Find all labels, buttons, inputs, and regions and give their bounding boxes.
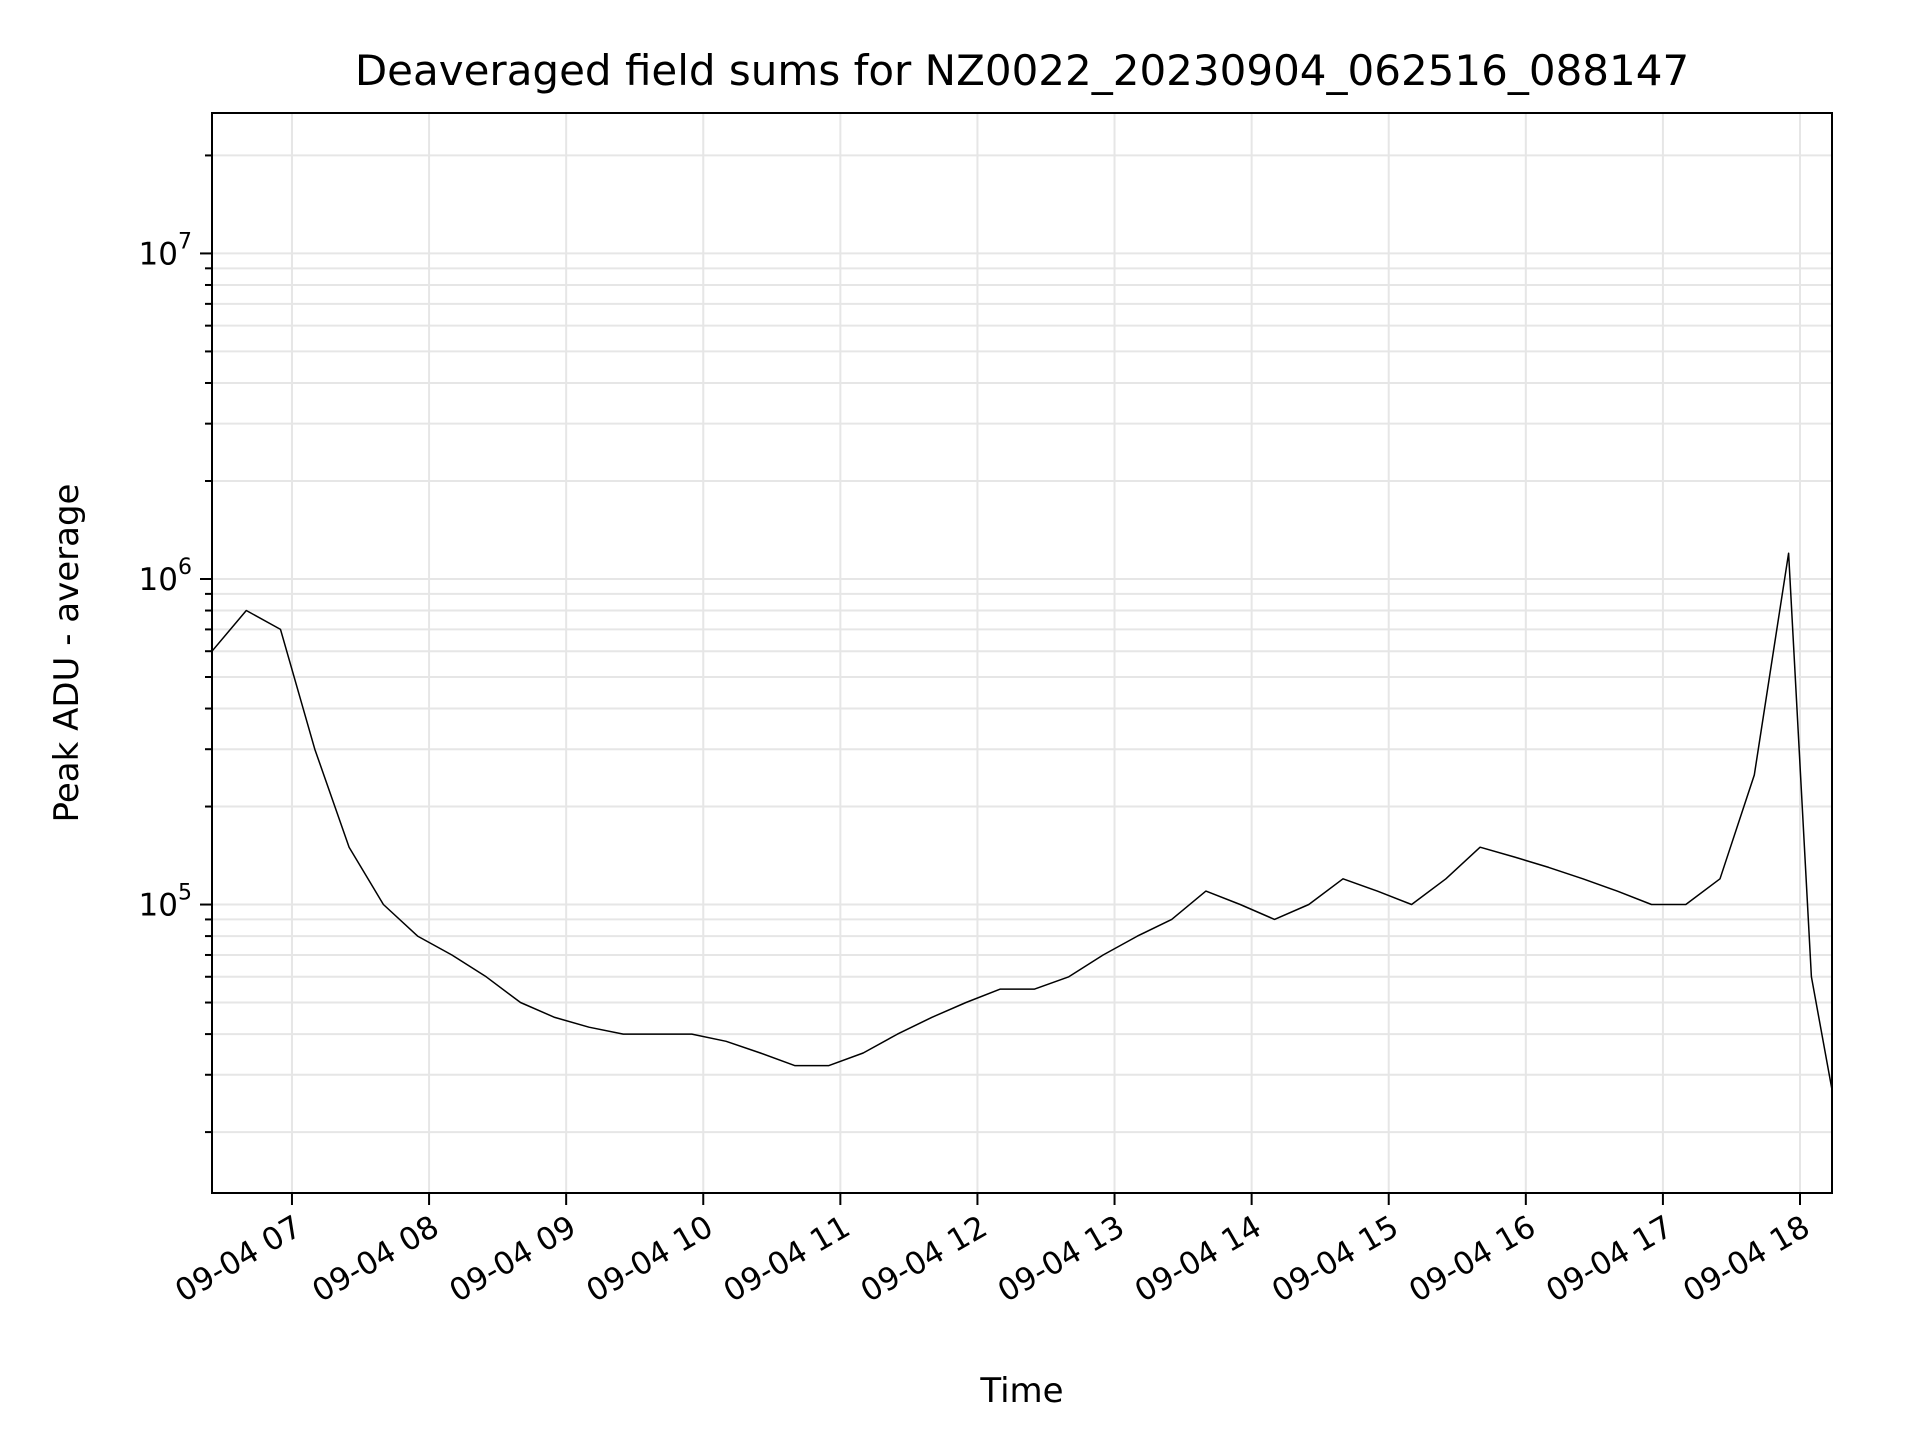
y-tick-label: 106 — [139, 555, 192, 598]
y-tick-label: 105 — [139, 881, 192, 924]
series-layer — [211, 552, 1833, 1090]
y-axis: 105 106 107 — [139, 154, 212, 1134]
y-tick-label: 107 — [139, 229, 192, 272]
series-line — [211, 552, 1833, 1090]
x-axis-label: Time — [979, 1371, 1063, 1411]
chart-title: Deaveraged field sums for NZ0022_2023090… — [355, 46, 1689, 95]
grid — [212, 113, 1832, 1193]
plot-frame — [211, 112, 1833, 1194]
y-axis-label: Peak ADU - average — [47, 484, 87, 823]
